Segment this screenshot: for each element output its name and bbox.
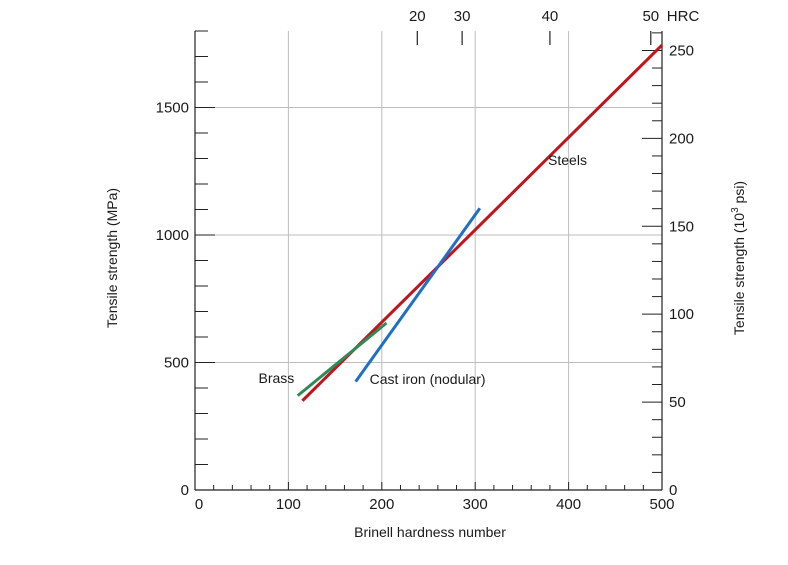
series bbox=[296, 43, 664, 402]
x-axis-title: Brinell hardness number bbox=[354, 524, 506, 540]
y-tick-label: 0 bbox=[181, 482, 189, 499]
y2-tick-label: 50 bbox=[669, 394, 686, 411]
y2-tick-label: 200 bbox=[669, 130, 694, 147]
series-line-cast-iron-nodular bbox=[354, 207, 482, 383]
y2-tick-label: 0 bbox=[669, 482, 677, 499]
y-tick-label: 500 bbox=[164, 355, 189, 372]
hrc-tick-label: 20 bbox=[409, 8, 426, 25]
x-tick-label: 200 bbox=[369, 496, 394, 513]
hrc-tick-label: 30 bbox=[454, 8, 471, 25]
axes bbox=[194, 30, 663, 491]
x-tick-label: 300 bbox=[463, 496, 488, 513]
x-tick-label: 500 bbox=[649, 496, 674, 513]
series-line-brass bbox=[296, 321, 388, 397]
x-tick-label: 400 bbox=[556, 496, 581, 513]
annotation-cast-iron-nodular: Cast iron (nodular) bbox=[370, 371, 486, 387]
hrc-tick-label: 40 bbox=[542, 8, 559, 25]
annotation-brass: Brass bbox=[259, 370, 295, 386]
y2-tick-label: 250 bbox=[669, 42, 694, 59]
grid bbox=[195, 31, 662, 490]
y-axis-title-left: Tensile strength (MPa) bbox=[104, 188, 120, 328]
y2-tick-label: 150 bbox=[669, 218, 694, 235]
hrc-tick-label: 50 bbox=[642, 8, 659, 25]
annotation-steels: Steels bbox=[548, 152, 587, 168]
x-tick-label: 0 bbox=[195, 496, 203, 513]
y-axis-title-right: Tensile strength (103 psi) bbox=[730, 181, 747, 335]
x-tick-label: 100 bbox=[276, 496, 301, 513]
y-tick-label: 1000 bbox=[156, 227, 189, 244]
y2-tick-label: 100 bbox=[669, 306, 694, 323]
y-tick-label: 1500 bbox=[156, 100, 189, 117]
hrc-unit-label: HRC bbox=[667, 8, 700, 25]
